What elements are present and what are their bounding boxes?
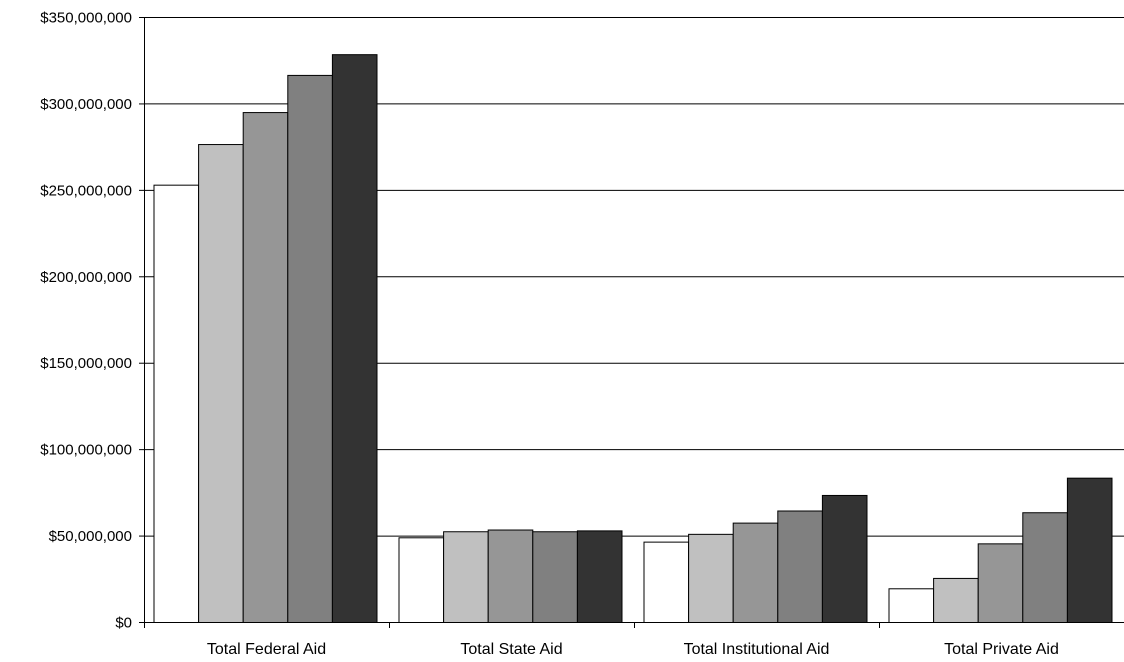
bar (888, 588, 935, 623)
x-tick-label: Total Private Aid (944, 641, 1059, 658)
y-tick-labels: $0 $50,000,000 $100,000,000 $150,000,000 $20… (40, 10, 132, 632)
bar (576, 530, 623, 624)
bar (398, 537, 445, 623)
y-tick-label: $100,000,000 (40, 442, 132, 459)
bar (331, 54, 378, 623)
x-tick-label: Total Institutional Aid (684, 641, 830, 658)
bar (198, 144, 244, 624)
bar (777, 510, 823, 623)
bar (643, 541, 690, 623)
bar (732, 522, 779, 623)
y-tick-label: $200,000,000 (40, 269, 132, 286)
bar (242, 112, 289, 623)
bar (1022, 512, 1068, 623)
bar (688, 533, 734, 623)
bar (532, 531, 578, 623)
bar (933, 577, 979, 624)
bar (443, 531, 489, 623)
bars (153, 54, 1113, 624)
x-tick-labels: Total Federal Aid Total State Aid Total In… (207, 641, 1059, 658)
bar (977, 543, 1024, 623)
bar (821, 494, 868, 624)
y-tick-label: $300,000,000 (40, 96, 132, 113)
axes (139, 17, 1124, 628)
bar (153, 184, 200, 624)
bar (1066, 477, 1113, 623)
y-tick-label: $250,000,000 (40, 182, 132, 199)
y-tick-label: $150,000,000 (40, 355, 132, 372)
y-tick-label: $350,000,000 (40, 10, 132, 27)
y-tick-label: $50,000,000 (49, 528, 132, 545)
x-tick-label: Total Federal Aid (207, 641, 326, 658)
bar (287, 74, 333, 623)
y-tick-label: $0 (115, 615, 132, 632)
x-tick-label: Total State Aid (460, 641, 562, 658)
bar (487, 529, 534, 623)
